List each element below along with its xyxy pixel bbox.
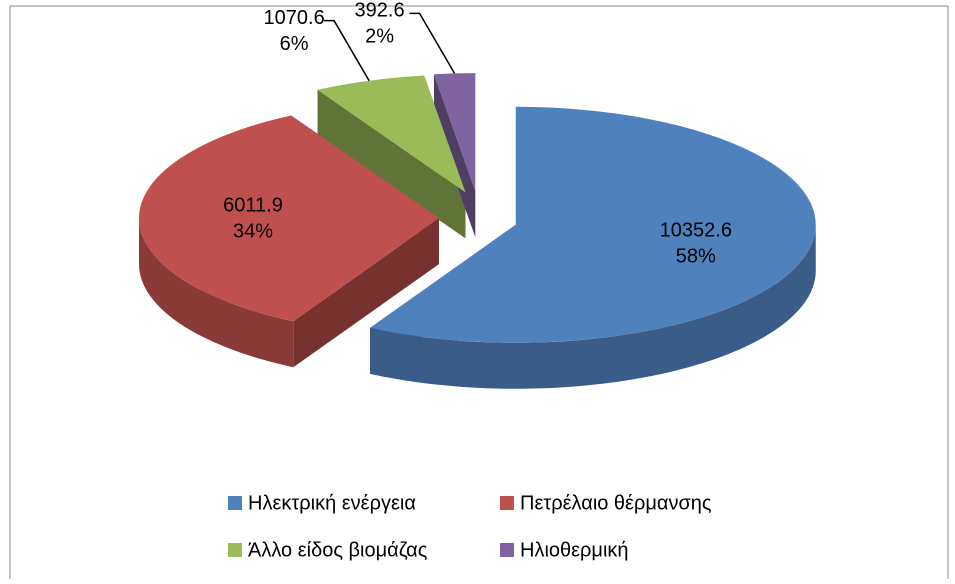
slice-wall (293, 218, 440, 368)
slice-top (433, 73, 476, 192)
legend-label: Ηλιοθερμική (520, 539, 629, 561)
data-label-percent: 2% (365, 26, 394, 48)
legend-label: Ηλεκτρική ενέργεια (248, 492, 416, 514)
slice-wall (317, 89, 466, 239)
data-label-percent: 58% (676, 245, 716, 267)
data-label-percent: 6% (280, 33, 309, 55)
data-label: 1070.6 (264, 7, 325, 29)
pie-tops (139, 73, 816, 343)
legend-swatch (228, 543, 242, 557)
data-label: 10352.6 (660, 219, 732, 241)
slice-wall (433, 74, 476, 238)
slice-top (317, 75, 466, 193)
legend-swatch (500, 496, 514, 510)
data-label-percent: 34% (233, 221, 273, 243)
pie-slice (433, 74, 476, 238)
legend-label: Άλλο είδος βιομάζας (248, 539, 428, 561)
leader-line (409, 12, 456, 74)
slice-side (370, 224, 816, 389)
legend-swatch (500, 543, 514, 557)
data-label: 392.6 (355, 0, 405, 22)
legend-label: Πετρέλαιο θέρμανσης (520, 492, 712, 514)
slice-side (139, 218, 294, 368)
legend-swatch (228, 496, 242, 510)
slice-top (139, 115, 440, 322)
leader-line (324, 19, 370, 82)
data-label: 6011.9 (223, 195, 283, 217)
slice-top (370, 106, 816, 343)
